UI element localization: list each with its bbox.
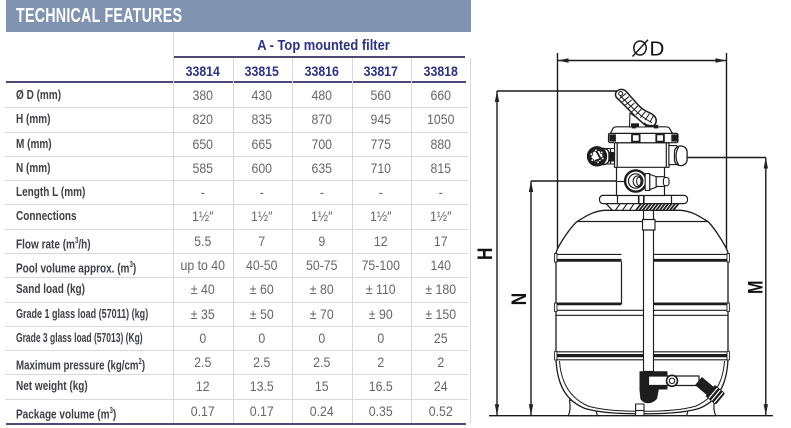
svg-text:D: D bbox=[650, 38, 665, 61]
svg-text:M: M bbox=[744, 281, 768, 294]
svg-text:N: N bbox=[507, 293, 531, 305]
svg-text:H: H bbox=[473, 248, 497, 260]
